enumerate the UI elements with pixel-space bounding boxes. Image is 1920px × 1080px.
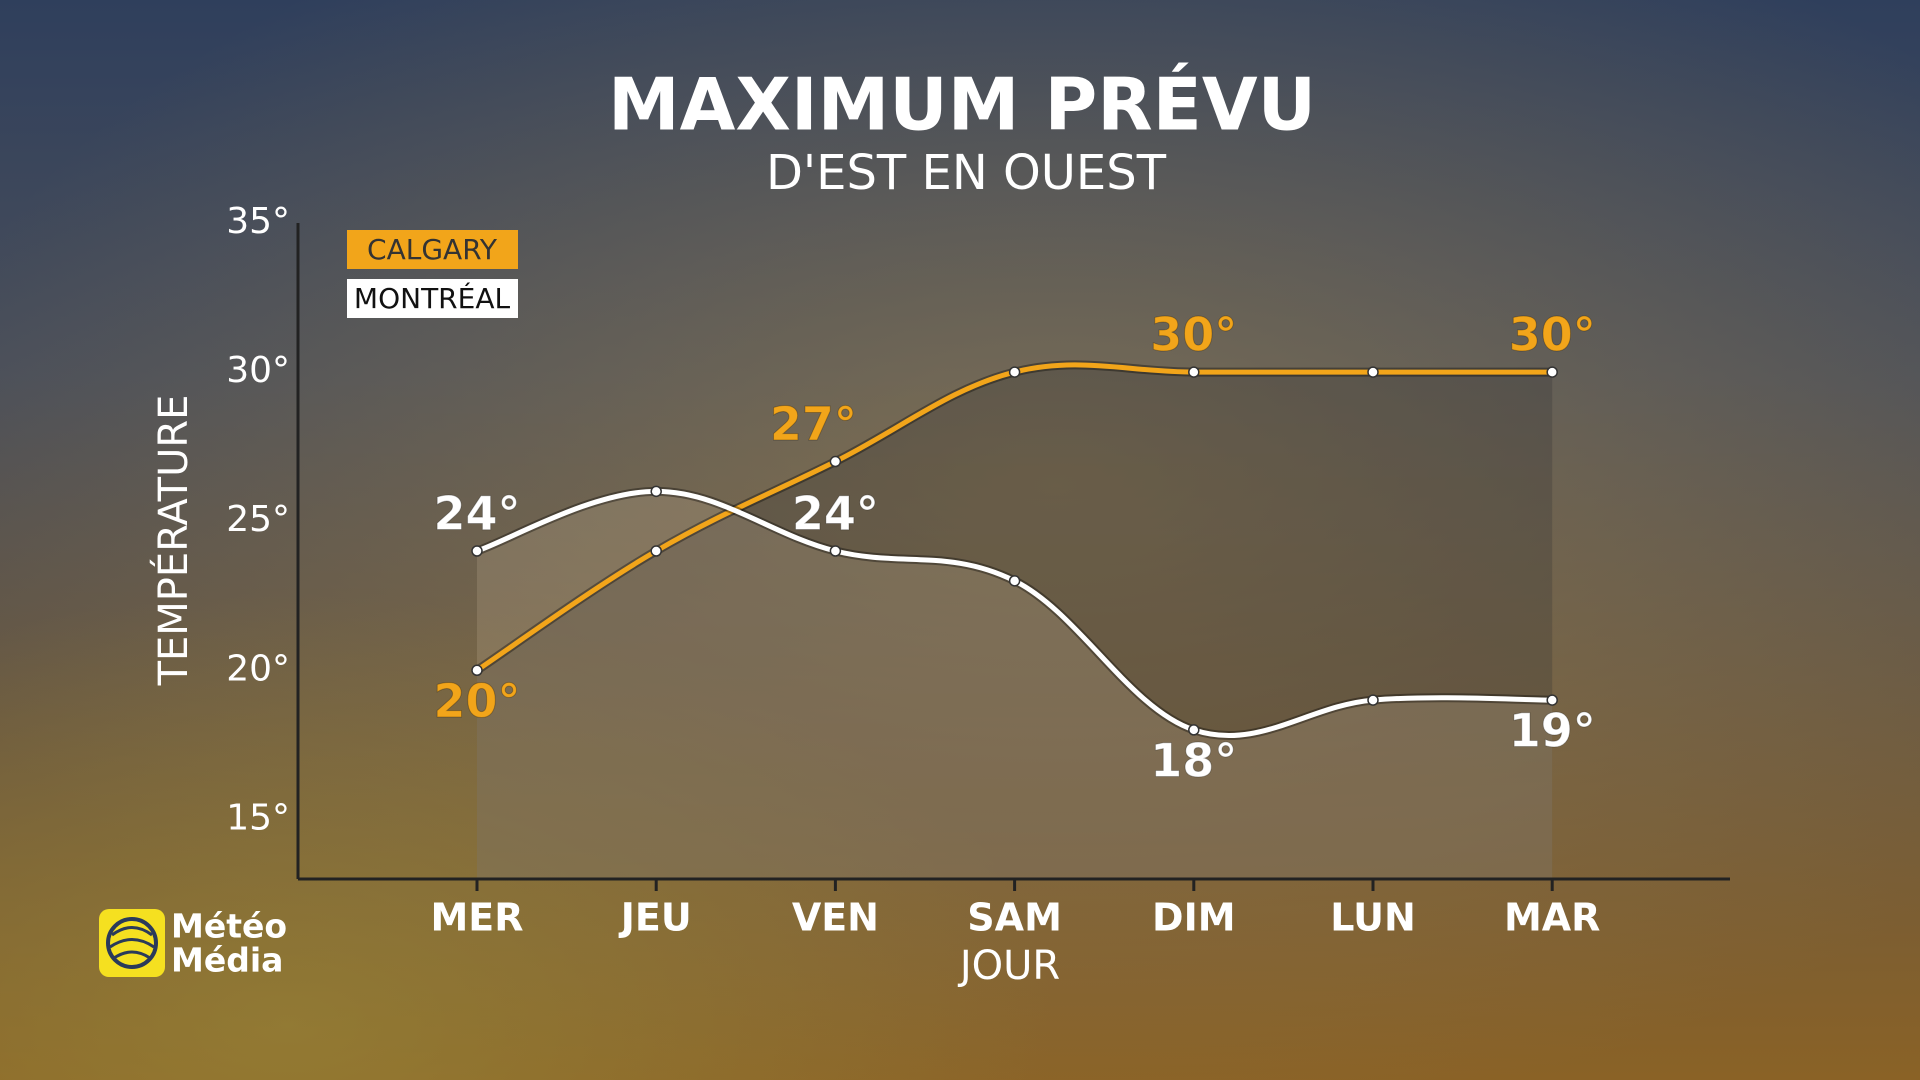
data-label: 24° (792, 487, 879, 541)
data-point (1546, 694, 1558, 706)
x-tick-label: MER (430, 896, 523, 940)
data-label: 20° (433, 674, 520, 728)
legend-swatch (347, 230, 518, 269)
data-label: 30° (1150, 308, 1237, 362)
data-point (1008, 575, 1021, 587)
y-tick-label: 20° (226, 648, 290, 689)
data-label: 27° (770, 397, 857, 451)
data-label: 19° (1509, 704, 1596, 758)
x-tick-label: DIM (1152, 896, 1236, 940)
logo-icon (109, 926, 155, 960)
data-label: 30° (1509, 308, 1596, 362)
x-tick-label: MAR (1504, 896, 1600, 940)
plot-area: 15° 20° 25° 30° 35° 20° 27° 30° 30° 24° 24° 18° 19° M… (226, 201, 1730, 940)
data-point (650, 545, 662, 557)
data-label: 18° (1150, 733, 1237, 787)
logo: Météo Média (99, 907, 287, 980)
logo-text: Météo (171, 907, 287, 946)
data-point (650, 485, 662, 498)
legend-swatch (347, 279, 518, 318)
data-point (1367, 694, 1379, 706)
data-point (471, 664, 483, 677)
chart-subtitle: D'EST EN OUEST (766, 145, 1167, 201)
y-tick-label: 15° (226, 797, 290, 838)
x-tick-label: LUN (1330, 896, 1416, 940)
legend-label: MONTRÉAL (354, 281, 511, 315)
legend-label: CALGARY (367, 233, 498, 266)
data-point (1546, 366, 1558, 378)
x-tick-label: VEN (792, 896, 879, 940)
x-tick-label: SAM (967, 896, 1062, 940)
area-fill (477, 491, 1553, 879)
x-axis-label: JOUR (957, 943, 1060, 989)
y-tick-label: 35° (226, 201, 290, 242)
data-point (1367, 366, 1379, 378)
x-tick-label: JEU (618, 896, 692, 940)
data-label: 24° (433, 487, 520, 541)
data-point (829, 455, 842, 468)
data-point (1188, 366, 1200, 378)
y-axis-label: TEMPÉRATURE (149, 395, 197, 687)
logo-icon (106, 917, 158, 969)
area-fill (477, 364, 1553, 879)
data-point (829, 545, 842, 557)
y-tick-label: 25° (226, 499, 290, 540)
data-point (1008, 366, 1021, 378)
logo-text: Média (171, 941, 283, 980)
y-tick-label: 30° (226, 350, 290, 391)
chart-title: MAXIMUM PRÉVU (608, 63, 1316, 147)
data-point (1188, 724, 1200, 736)
data-point (471, 545, 483, 557)
